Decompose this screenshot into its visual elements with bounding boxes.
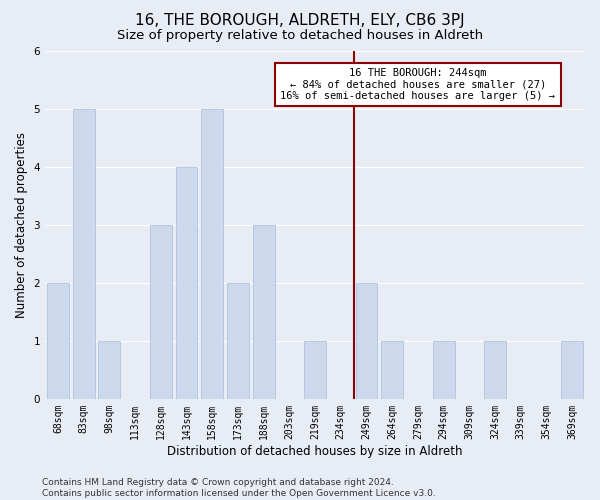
Text: 16 THE BOROUGH: 244sqm
← 84% of detached houses are smaller (27)
16% of semi-det: 16 THE BOROUGH: 244sqm ← 84% of detached…	[280, 68, 556, 101]
Bar	[253, 225, 275, 399]
Y-axis label: Number of detached properties: Number of detached properties	[15, 132, 28, 318]
Bar	[304, 341, 326, 399]
Text: Size of property relative to detached houses in Aldreth: Size of property relative to detached ho…	[117, 29, 483, 42]
Bar	[73, 110, 95, 399]
Bar	[561, 341, 583, 399]
Bar	[98, 341, 120, 399]
Bar	[381, 341, 403, 399]
Bar	[176, 168, 197, 399]
Bar	[47, 283, 69, 399]
Bar	[433, 341, 455, 399]
Bar	[484, 341, 506, 399]
Bar	[150, 225, 172, 399]
Bar	[356, 283, 377, 399]
Text: 16, THE BOROUGH, ALDRETH, ELY, CB6 3PJ: 16, THE BOROUGH, ALDRETH, ELY, CB6 3PJ	[135, 12, 465, 28]
Text: Contains HM Land Registry data © Crown copyright and database right 2024.
Contai: Contains HM Land Registry data © Crown c…	[42, 478, 436, 498]
X-axis label: Distribution of detached houses by size in Aldreth: Distribution of detached houses by size …	[167, 444, 463, 458]
Bar	[201, 110, 223, 399]
Bar	[227, 283, 249, 399]
